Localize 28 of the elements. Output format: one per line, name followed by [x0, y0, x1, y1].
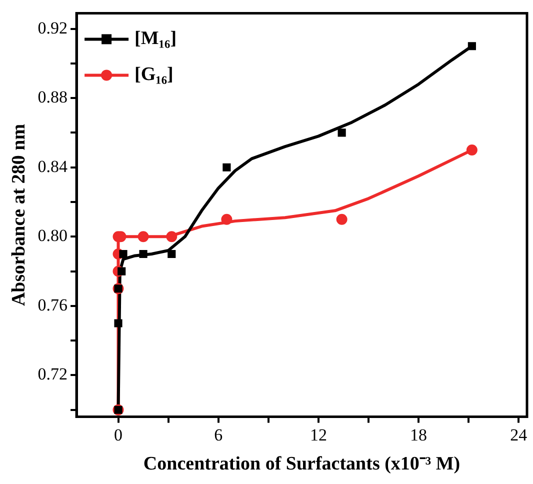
x-tick-label: 24 [510, 425, 528, 444]
point [222, 163, 231, 172]
point [119, 250, 128, 258]
point [336, 214, 348, 225]
point [466, 144, 478, 156]
point [166, 231, 178, 242]
legend-label: [G₁₆] [134, 64, 174, 86]
y-tick-label: 0.72 [38, 364, 68, 384]
x-axis-title: Concentration of Surfactants (x10⁻³ M) [143, 454, 460, 475]
point [168, 250, 176, 258]
point [338, 128, 346, 137]
point [468, 42, 476, 50]
y-tick-label: 0.88 [38, 88, 68, 107]
y-tick-label: 0.92 [38, 18, 68, 38]
x-tick-label: 6 [214, 425, 223, 444]
point [139, 250, 148, 258]
y-tick-label: 0.84 [38, 156, 68, 176]
point [118, 267, 126, 276]
point [114, 319, 122, 328]
y-tick-label: 0.80 [38, 226, 68, 246]
y-tick-label: 0.76 [38, 295, 68, 314]
legend-label: [M₁₆] [134, 28, 177, 50]
point [221, 214, 232, 225]
x-tick-label: 0 [114, 425, 123, 444]
x-tick-label: 12 [310, 425, 327, 444]
x-tick-label: 18 [410, 425, 428, 444]
point [138, 231, 149, 242]
y-axis-title: Absorbance at 280 nm [8, 124, 30, 306]
